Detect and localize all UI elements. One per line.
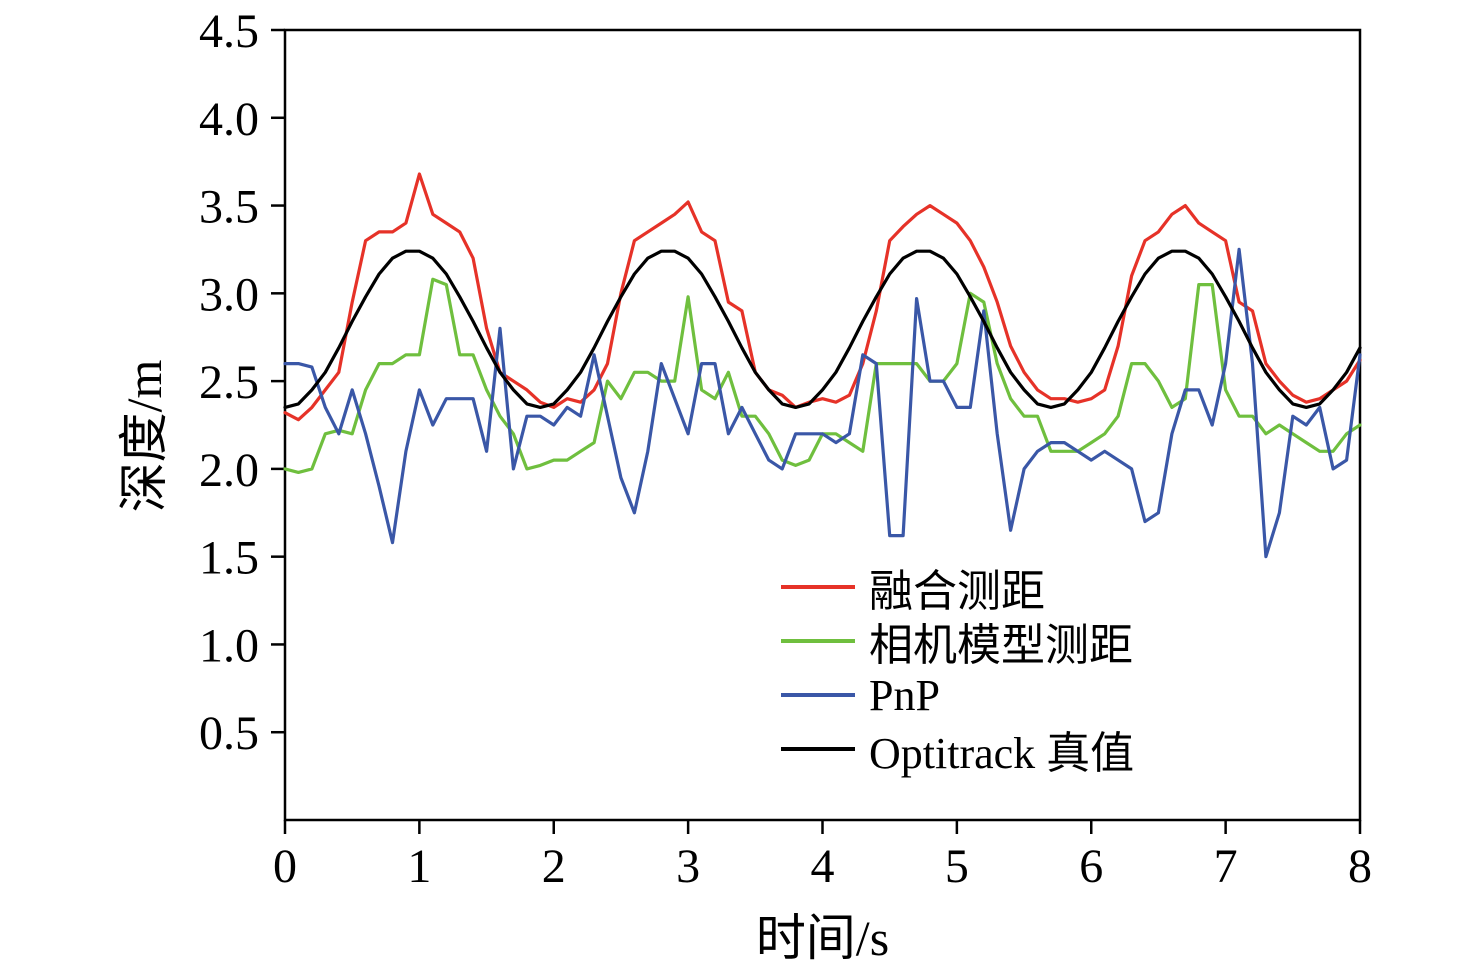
- chart-legend: 融合测距 相机模型测距 PnP Optitrack 真值: [781, 560, 1134, 778]
- series-line-3: [283, 249, 1362, 409]
- y-tick-label: 4.5: [199, 5, 259, 58]
- pnp-line-swatch: [781, 693, 855, 697]
- series-line-2: [283, 247, 1362, 559]
- camera-model-line-swatch: [781, 639, 855, 643]
- legend-label-pnp: PnP: [869, 670, 940, 720]
- y-tick-label: 2.5: [199, 356, 259, 409]
- legend-item-pnp: PnP: [781, 668, 1134, 722]
- fusion-line-swatch: [781, 585, 855, 589]
- x-tick-label: 7: [1214, 840, 1238, 893]
- y-tick-label: 1.5: [199, 532, 259, 585]
- y-tick-label: 1.0: [199, 619, 259, 672]
- optitrack-line-swatch: [781, 747, 855, 751]
- y-axis-title: 深度/m: [116, 359, 172, 513]
- y-tick-label: 0.5: [199, 707, 259, 760]
- x-tick-label: 2: [542, 840, 566, 893]
- x-tick-label: 3: [676, 840, 700, 893]
- x-tick-label: 1: [407, 840, 431, 893]
- legend-item-camera-model: 相机模型测距: [781, 614, 1134, 670]
- x-tick-label: 4: [811, 840, 835, 893]
- x-axis-title: 时间/s: [755, 910, 890, 966]
- x-tick-label: 5: [945, 840, 969, 893]
- y-tick-label: 4.0: [199, 93, 259, 146]
- series-line-1: [283, 277, 1362, 474]
- x-tick-label: 6: [1079, 840, 1103, 893]
- legend-label-camera-model: 相机模型测距: [869, 621, 1133, 670]
- legend-label-fusion: 融合测距: [869, 567, 1045, 616]
- series-line-0: [283, 172, 1362, 422]
- x-tick-label: 8: [1348, 840, 1372, 893]
- y-tick-label: 2.0: [199, 444, 259, 497]
- legend-label-optitrack: Optitrack 真值: [869, 729, 1135, 778]
- y-tick-label: 3.5: [199, 181, 259, 234]
- legend-item-fusion: 融合测距: [781, 560, 1134, 616]
- y-tick-label: 3.0: [199, 268, 259, 321]
- legend-item-optitrack: Optitrack 真值: [781, 722, 1134, 778]
- x-tick-label: 0: [273, 840, 297, 893]
